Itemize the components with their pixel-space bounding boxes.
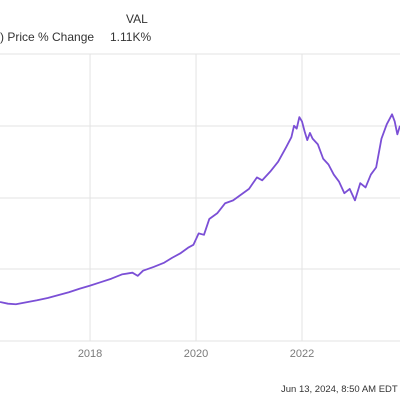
footer-timestamp: Jun 13, 2024, 8:50 AM EDT Pow xyxy=(281,384,400,395)
legend-header: VAL ) Price % Change 1.11K% xyxy=(0,0,400,46)
legend-series-label[interactable]: ) Price % Change xyxy=(0,30,95,44)
x-axis-ticks: 2018 2020 2022 xyxy=(78,348,314,360)
legend-series-value: 1.11K% xyxy=(110,30,152,44)
x-tick-label-2020: 2020 xyxy=(184,348,208,360)
series-line-0[interactable] xyxy=(0,113,400,306)
grid-layer xyxy=(0,53,400,342)
x-tick-label-2018: 2018 xyxy=(78,348,102,360)
series-layer xyxy=(0,113,400,306)
x-tick-label-2022: 2022 xyxy=(290,348,314,360)
legend-column-header: VAL xyxy=(126,12,148,26)
